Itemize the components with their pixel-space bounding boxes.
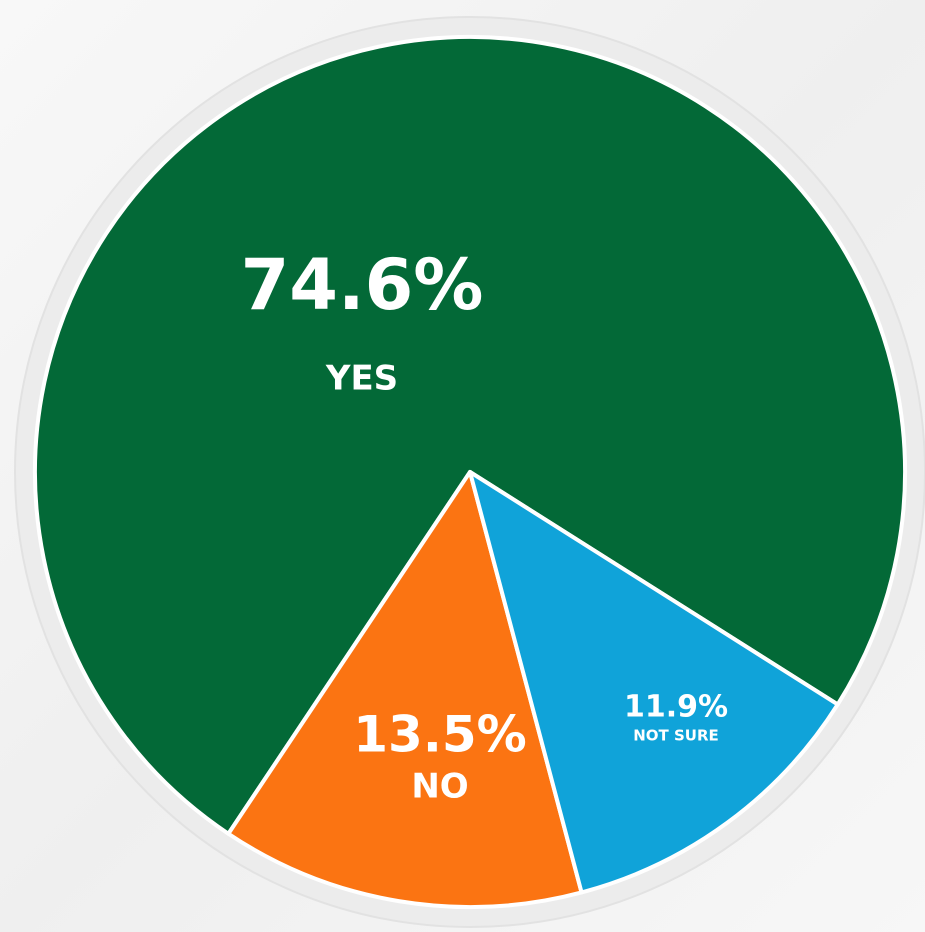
- labels: 74.6% YES 13.5%NO 11.9% NOT SURE: [241, 244, 728, 806]
- pie-slice: [33, 35, 907, 836]
- category-label: NOT SURE: [633, 727, 719, 745]
- slices: [33, 35, 907, 909]
- pie-slice: [226, 470, 584, 909]
- value-label: 74.6%: [241, 244, 484, 326]
- pie-slice: [468, 470, 840, 895]
- value-label: 11.9%: [624, 690, 728, 725]
- value-label: 13.5%: [353, 706, 526, 764]
- category-label: NO: [411, 767, 468, 807]
- category-label: YES: [325, 359, 398, 399]
